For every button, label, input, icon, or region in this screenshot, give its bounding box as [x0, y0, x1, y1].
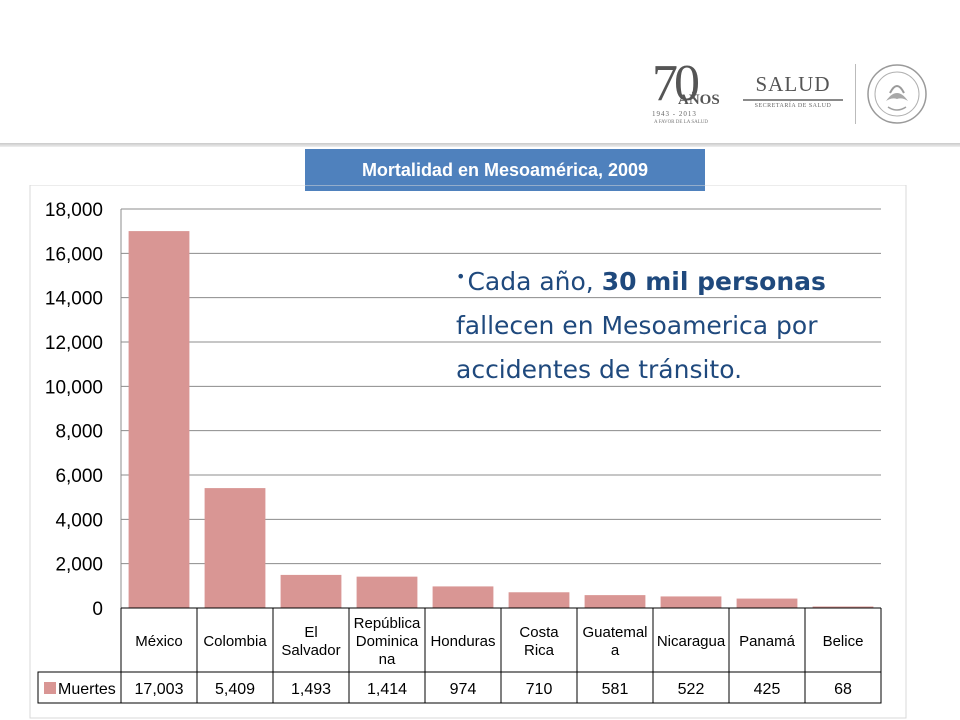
- callout-part1: Cada año,: [467, 267, 602, 296]
- 70-anos-logo: 70 AÑOS 1943 - 2013 A FAVOR DE LA SALUD: [652, 55, 722, 126]
- logo-separator: [855, 64, 856, 124]
- category-label: El Salvador: [281, 624, 340, 659]
- value-label: 1,493: [291, 681, 331, 698]
- bar: [128, 231, 190, 608]
- logo-70-anos: AÑOS: [678, 92, 720, 108]
- category-label: México: [135, 633, 183, 650]
- y-tick-label: 4,000: [55, 510, 103, 531]
- logo-70-tagline: A FAVOR DE LA SALUD: [654, 120, 708, 125]
- category-label: Honduras: [430, 633, 495, 650]
- value-label: 974: [450, 681, 477, 698]
- category-label: Colombia: [203, 633, 267, 650]
- bar: [584, 595, 646, 608]
- bar: [508, 592, 570, 608]
- value-label: 425: [754, 681, 781, 698]
- bar: [736, 598, 798, 608]
- plot-frame: [29, 185, 907, 719]
- y-tick-label: 16,000: [45, 244, 103, 265]
- salud-subtitle: SECRETARÍA DE SALUD: [754, 103, 832, 109]
- bar: [660, 596, 722, 608]
- bar: [812, 606, 874, 608]
- category-label: Costa Rica: [519, 624, 559, 659]
- category-label: Nicaragua: [657, 633, 726, 650]
- category-label: Panamá: [739, 633, 796, 650]
- bar: [280, 574, 342, 608]
- y-tick-label: 0: [92, 599, 103, 620]
- seal-icon: [867, 64, 927, 124]
- y-tick-label: 12,000: [45, 333, 103, 354]
- y-tick-label: 14,000: [45, 289, 103, 310]
- bar-chart: 0 2,000 4,000 6,000 8,000 10,000 12,000 14,000 1…: [29, 185, 907, 719]
- bullet-icon: •: [456, 267, 466, 286]
- value-label: 68: [834, 681, 852, 698]
- bar: [204, 488, 266, 608]
- y-tick-label: 10,000: [45, 377, 103, 398]
- logo-70-number: 70: [652, 55, 700, 112]
- salud-rule: [743, 99, 843, 101]
- callout-highlight: 30 mil personas: [601, 267, 826, 296]
- category-label: Guatemal a: [582, 624, 647, 659]
- bar: [356, 576, 418, 608]
- y-tick-label: 2,000: [55, 555, 103, 576]
- bar: [432, 586, 494, 608]
- salud-word: SALUD: [755, 72, 831, 96]
- category-label: Belice: [823, 633, 864, 650]
- logo-70-years: 1943 - 2013: [652, 110, 697, 118]
- value-label: 710: [526, 681, 553, 698]
- callout-text: •Cada año, 30 mil personas fallecen en M…: [456, 255, 886, 392]
- legend-swatch: [44, 682, 56, 694]
- value-label: 522: [678, 681, 705, 698]
- header-divider: [0, 143, 960, 147]
- category-label: República Dominica na: [354, 615, 421, 668]
- y-tick-label: 8,000: [55, 422, 103, 443]
- chart-title: Mortalidad en Mesoamérica, 2009: [305, 149, 705, 191]
- header-band: [0, 0, 960, 145]
- legend-label: Muertes: [58, 681, 116, 698]
- value-label: 17,003: [135, 681, 184, 698]
- callout-part3: fallecen en Mesoamerica por accidentes d…: [456, 311, 818, 384]
- value-label: 1,414: [367, 681, 407, 698]
- value-label: 5,409: [215, 681, 255, 698]
- salud-logo: SALUD SECRETARÍA DE SALUD: [738, 72, 848, 120]
- y-tick-label: 18,000: [45, 200, 103, 221]
- y-tick-label: 6,000: [55, 466, 103, 487]
- value-label: 581: [602, 681, 629, 698]
